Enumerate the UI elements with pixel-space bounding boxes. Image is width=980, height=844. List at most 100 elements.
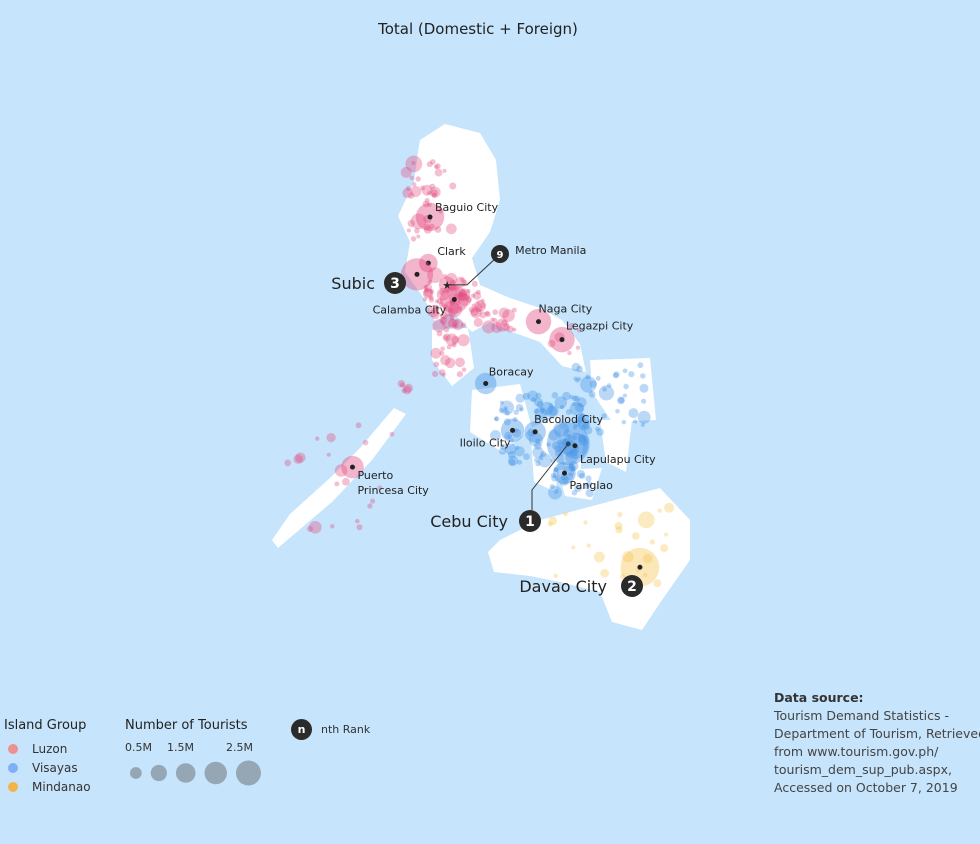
minor-destination-bubble <box>407 192 415 199</box>
legend-size-title: Number of Tourists <box>125 718 248 733</box>
minor-destination-bubble <box>458 293 472 307</box>
minor-destination-bubble <box>556 439 562 445</box>
minor-destination-bubble <box>449 300 454 305</box>
rank-label: nth Rank <box>321 723 371 736</box>
rank-badge <box>621 575 643 597</box>
minor-destination-bubble <box>573 395 580 402</box>
minor-destination-bubble <box>576 469 585 479</box>
legend-label: Mindanao <box>32 779 91 794</box>
minor-destination-bubble <box>664 502 675 513</box>
minor-destination-bubble <box>414 227 420 234</box>
minor-destination-bubble <box>402 187 413 199</box>
minor-destination-bubble <box>485 311 491 317</box>
data-source: Data source: Tourism Demand Statistics -… <box>774 689 980 797</box>
city-label: Lapulapu City <box>580 453 656 466</box>
minor-destination-bubble <box>445 357 456 369</box>
minor-destination-bubble <box>326 452 331 457</box>
minor-destination-bubble <box>471 280 478 287</box>
minor-destination-bubble <box>575 403 585 413</box>
minor-destination-bubble <box>533 408 539 414</box>
minor-destination-bubble <box>576 397 587 408</box>
minor-destination-bubble <box>547 339 556 348</box>
minor-destination-bubble <box>440 354 451 366</box>
minor-destination-bubble <box>585 374 591 380</box>
minor-destination-bubble <box>377 485 383 490</box>
minor-destination-bubble <box>399 382 405 388</box>
minor-destination-bubble <box>571 434 578 441</box>
city-dot <box>451 297 457 302</box>
minor-destination-bubble <box>499 400 504 405</box>
minor-destination-bubble <box>523 453 530 460</box>
minor-destination-bubble <box>430 347 442 359</box>
minor-destination-bubble <box>600 568 610 578</box>
rank-number: 2 <box>627 579 637 595</box>
minor-destination-bubble <box>580 376 597 393</box>
size-label: 0.5M <box>125 741 152 754</box>
minor-destination-bubble <box>422 297 428 302</box>
minor-destination-bubble <box>559 405 565 410</box>
rank-badge-icon: n <box>291 719 312 740</box>
minor-destination-bubble <box>410 213 427 230</box>
minor-destination-bubble <box>534 457 539 463</box>
minor-destination-bubble <box>445 333 459 347</box>
minor-destination-bubble <box>595 375 601 381</box>
minor-destination-bubble <box>434 226 442 233</box>
minor-destination-bubble <box>440 312 448 320</box>
minor-destination-bubble <box>443 300 459 317</box>
minor-destination-bubble <box>457 334 470 347</box>
minor-destination-bubble <box>559 438 576 455</box>
minor-destination-bubble <box>484 310 490 316</box>
rank-badge <box>519 510 541 532</box>
minor-destination-bubble <box>516 459 523 465</box>
minor-destination-bubble <box>548 429 560 441</box>
legend-rank: n nth Rank <box>291 719 370 740</box>
minor-destination-bubble <box>571 395 578 402</box>
minor-destination-bubble <box>315 436 320 441</box>
minor-destination-bubble <box>598 385 615 401</box>
minor-destination-bubble <box>553 488 559 494</box>
minor-destination-bubble <box>476 301 481 306</box>
source-line: Tourism Demand Statistics - <box>774 708 949 723</box>
minor-destination-bubble <box>641 398 647 404</box>
mindoro-island <box>432 328 474 386</box>
minor-destination-bubble <box>575 378 580 383</box>
rank-number: 9 <box>497 250 504 261</box>
minor-destination-bubble <box>553 573 558 578</box>
minor-destination-bubble <box>575 345 581 350</box>
minor-destination-bubble <box>583 426 593 435</box>
minor-destination-bubble <box>499 400 515 415</box>
minor-destination-bubble <box>519 407 524 412</box>
minor-destination-bubble <box>567 434 572 440</box>
minor-destination-bubble <box>451 335 460 344</box>
size-label: 1.5M <box>167 741 194 754</box>
mindanao-swatch <box>8 781 18 792</box>
city-dot <box>532 429 538 435</box>
minor-destination-bubble <box>529 432 544 447</box>
minor-destination-bubble <box>427 305 440 318</box>
minor-destination-bubble <box>356 524 363 531</box>
minor-destination-bubble <box>562 478 568 484</box>
minor-destination-bubble <box>503 418 511 426</box>
minor-destination-bubble <box>643 572 648 578</box>
minor-destination-bubble <box>506 434 512 439</box>
minor-destination-bubble <box>494 416 500 422</box>
minor-destination-bubble <box>574 448 579 454</box>
minor-destination-bubble <box>535 438 541 444</box>
minor-destination-bubble <box>585 475 592 482</box>
minor-destination-bubble <box>342 477 350 486</box>
city-dot <box>425 260 431 266</box>
minor-destination-bubble <box>433 361 440 368</box>
minor-destination-bubble <box>501 320 508 327</box>
minor-destination-bubble <box>554 444 562 453</box>
minor-destination-bubble <box>578 435 589 446</box>
legend-size: Number of Tourists 0.5M 1.5M 2.5M <box>125 718 265 788</box>
minor-destination-bubble <box>423 223 431 231</box>
rank-badge <box>384 272 406 294</box>
minor-destination-bubble <box>581 425 586 430</box>
minor-destination-bubble <box>362 439 369 446</box>
size-legend-circle <box>175 763 196 783</box>
minor-destination-bubble <box>549 484 555 490</box>
minor-destination-bubble <box>436 298 443 304</box>
minor-destination-bubble <box>448 307 454 313</box>
minor-destination-bubble <box>577 416 583 422</box>
